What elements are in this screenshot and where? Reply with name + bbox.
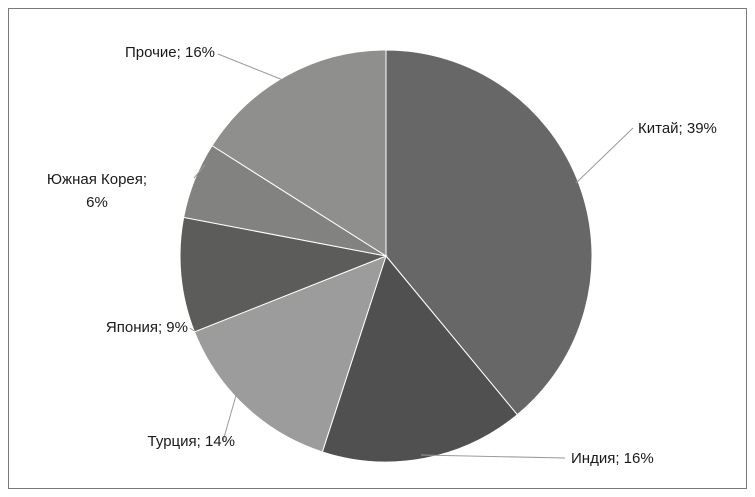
data-label-south-korea: Южная Корея; 6%	[47, 171, 147, 211]
data-label-other: Прочие; 16%	[125, 44, 215, 61]
leader-line-turkey	[222, 391, 238, 442]
leader-line-china	[575, 127, 634, 184]
leader-line-south-korea	[193, 164, 206, 179]
leader-line-japan	[189, 327, 195, 332]
data-label-china: Китай; 39%	[638, 120, 717, 137]
data-labels: Китай; 39% Индия; 16% Турция; 14% Япония; 9…	[47, 44, 717, 467]
leader-line-other	[217, 53, 284, 81]
pie-slices	[179, 49, 593, 463]
data-label-india: Индия; 16%	[571, 450, 654, 467]
leader-line-india	[420, 454, 566, 459]
data-label-japan: Япония; 9%	[106, 319, 188, 336]
pie-slice-other	[211, 49, 387, 257]
pie-slice-japan	[179, 216, 388, 333]
pie-slice-turkey	[193, 255, 387, 453]
pie-slice-china	[385, 49, 593, 416]
leader-lines	[189, 53, 634, 459]
data-label-turkey: Турция; 14%	[148, 433, 235, 450]
pie-slice-india	[321, 254, 519, 463]
